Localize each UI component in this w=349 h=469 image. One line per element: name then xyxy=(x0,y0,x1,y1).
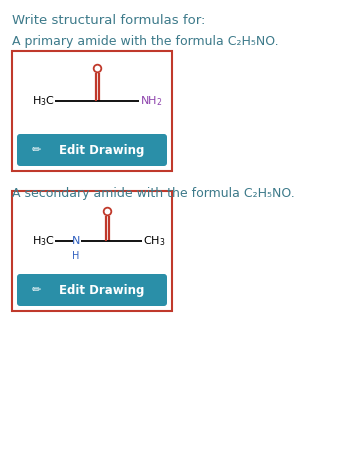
FancyBboxPatch shape xyxy=(12,191,172,311)
Text: A secondary amide with the formula C₂H₅NO.: A secondary amide with the formula C₂H₅N… xyxy=(12,187,295,200)
FancyBboxPatch shape xyxy=(17,134,167,166)
Text: Edit Drawing: Edit Drawing xyxy=(59,144,145,157)
Text: H$_3$C: H$_3$C xyxy=(32,234,55,248)
Text: H$_3$C: H$_3$C xyxy=(32,94,55,108)
Text: Edit Drawing: Edit Drawing xyxy=(59,283,145,296)
Text: A primary amide with the formula C₂H₅NO.: A primary amide with the formula C₂H₅NO. xyxy=(12,35,279,48)
Text: ✏: ✏ xyxy=(31,145,41,155)
Text: H: H xyxy=(72,251,80,261)
FancyBboxPatch shape xyxy=(17,274,167,306)
Text: N: N xyxy=(72,236,80,246)
Text: CH$_3$: CH$_3$ xyxy=(143,234,165,248)
Text: NH$_2$: NH$_2$ xyxy=(140,94,163,108)
FancyBboxPatch shape xyxy=(12,51,172,171)
Text: Write structural formulas for:: Write structural formulas for: xyxy=(12,14,205,27)
Text: ✏: ✏ xyxy=(31,285,41,295)
